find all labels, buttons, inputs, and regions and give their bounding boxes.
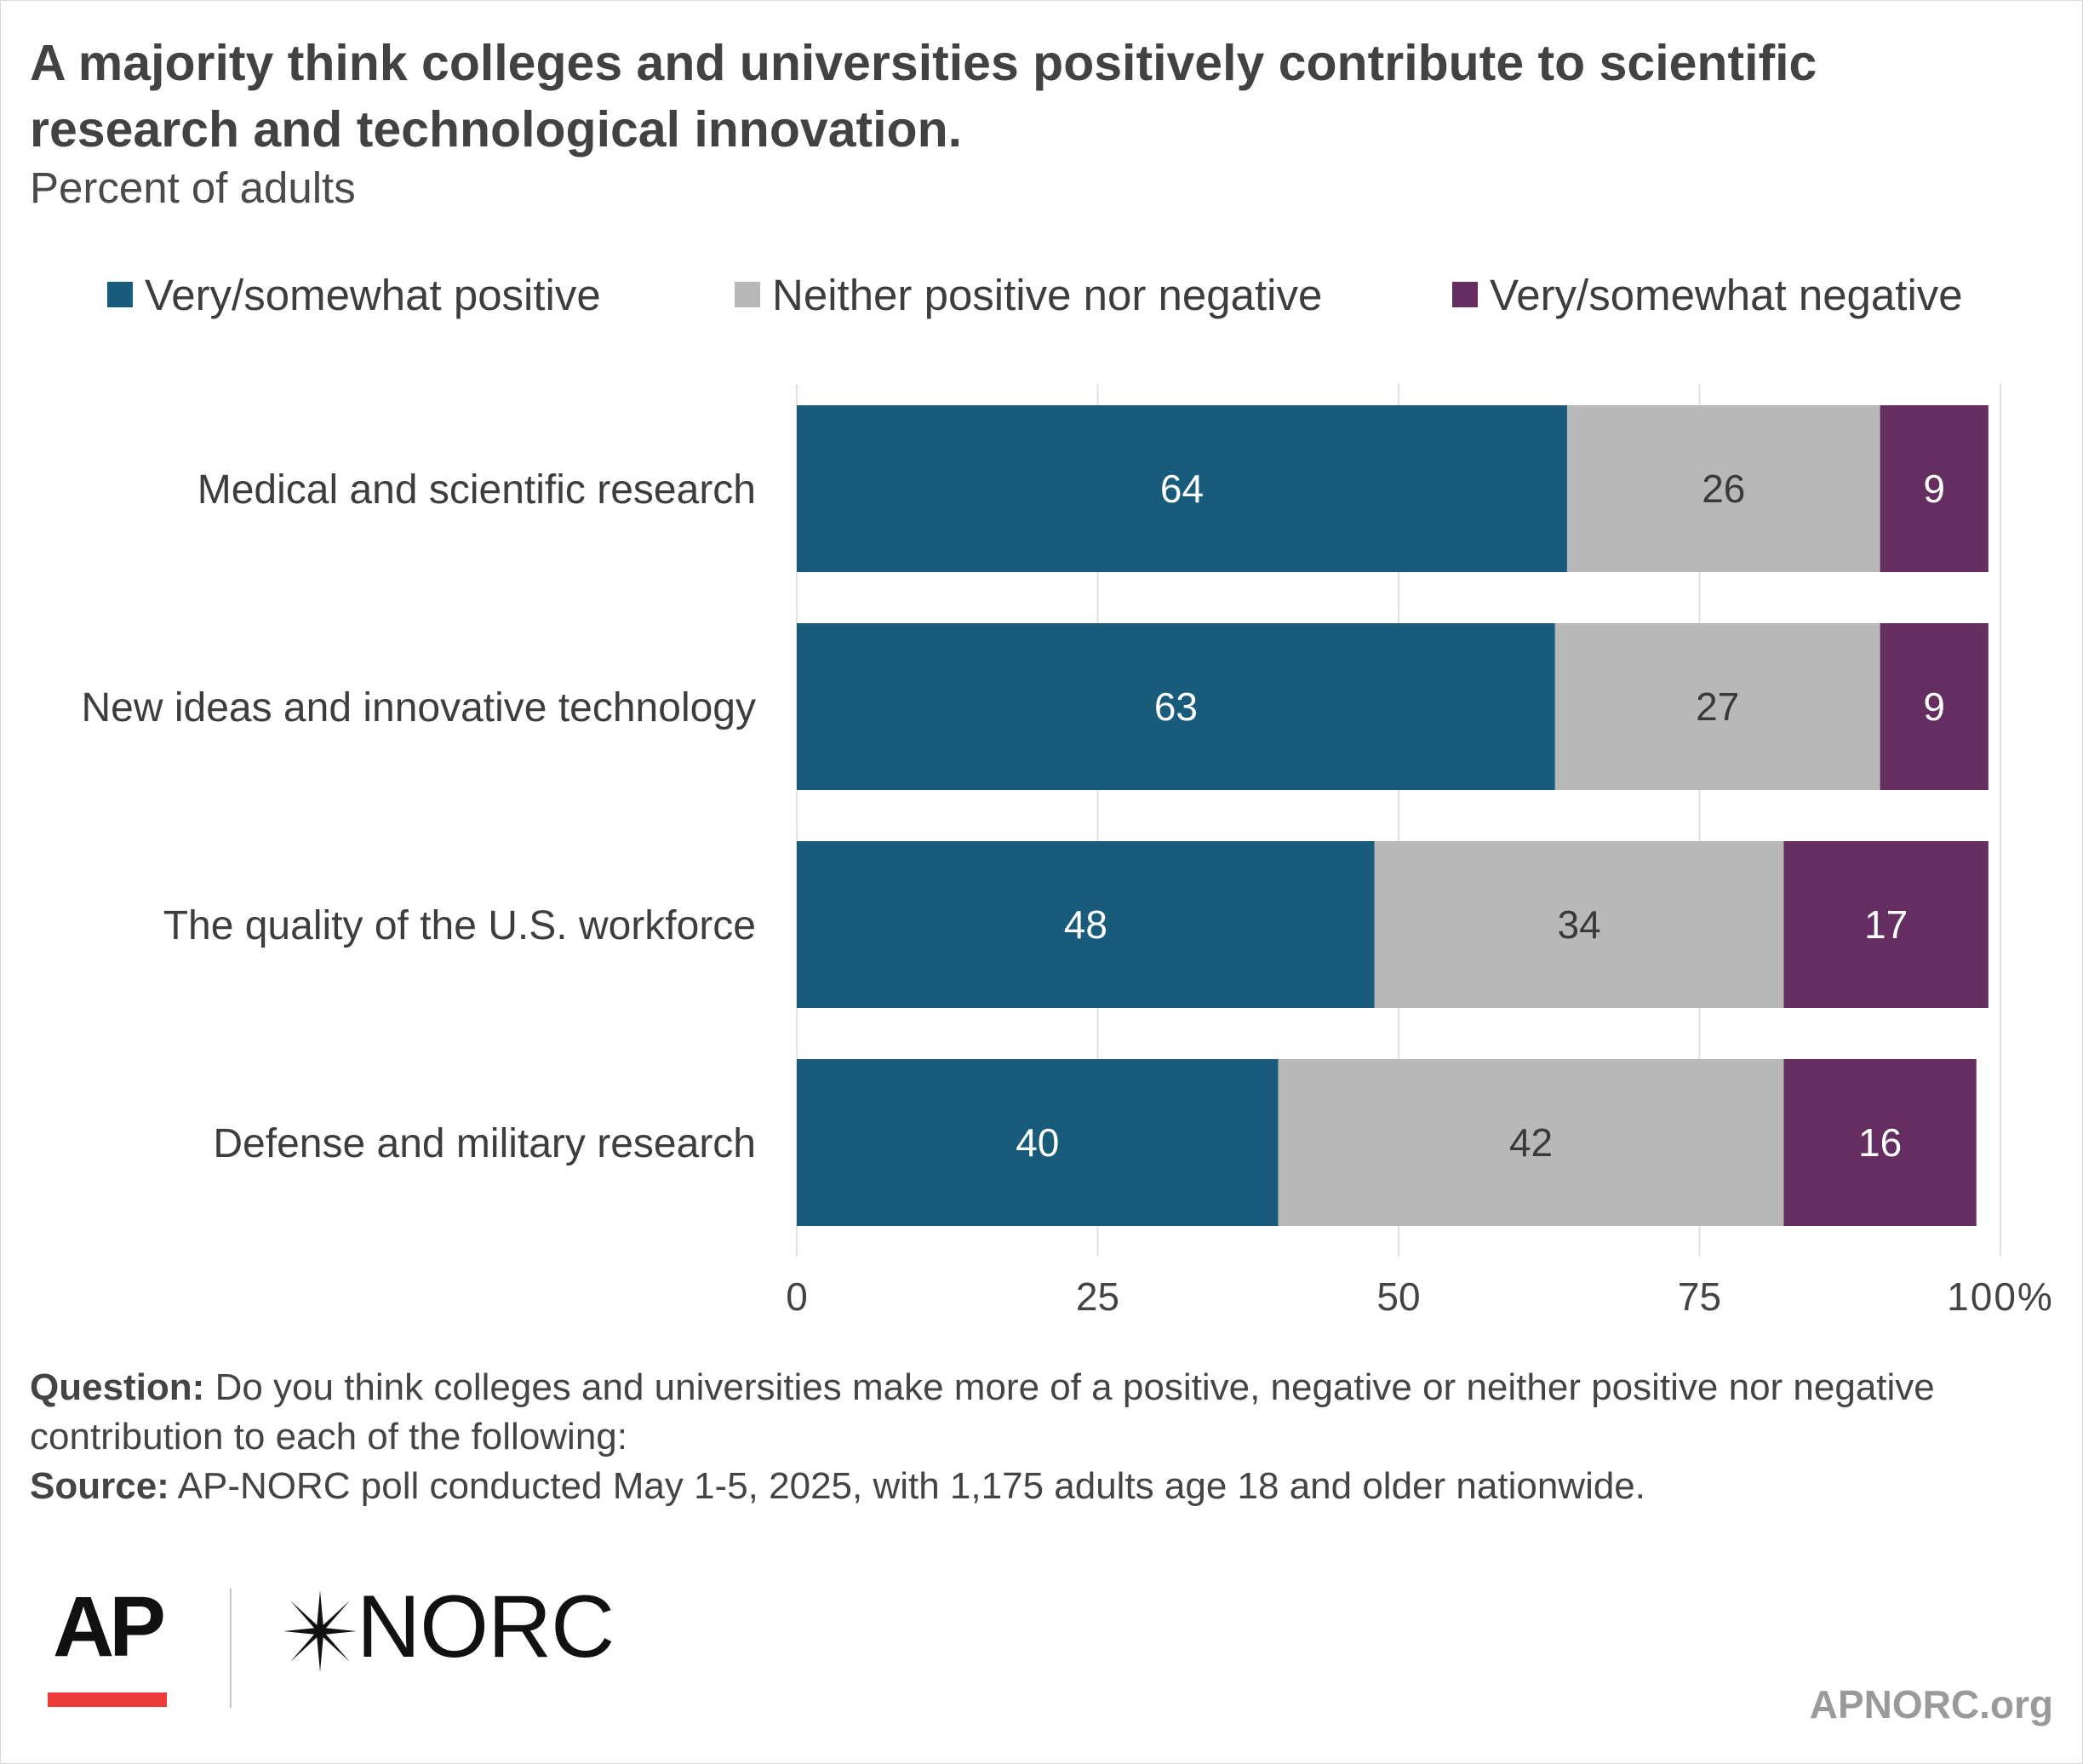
legend-item-neither: Neither positive nor negative	[735, 261, 1322, 329]
bar-segment	[797, 623, 1555, 790]
logo-divider	[230, 1589, 232, 1708]
legend-label-positive: Very/somewhat positive	[145, 270, 601, 319]
source-label: Source:	[30, 1465, 169, 1507]
category-label: New ideas and innovative technology	[81, 685, 756, 730]
data-label: 63	[1154, 684, 1198, 729]
legend-item-positive: Very/somewhat positive	[107, 261, 601, 329]
legend-swatch-positive	[107, 282, 133, 307]
bar-segment	[1783, 1059, 1977, 1226]
bar-segment	[1278, 1059, 1784, 1226]
bar-segment	[1554, 623, 1880, 790]
data-label: 27	[1696, 684, 1739, 729]
ap-logo: AP	[53, 1579, 166, 1675]
norc-star-icon	[283, 1590, 357, 1672]
legend: Very/somewhat positive Neither positive …	[1, 261, 2082, 329]
chart-subtitle: Percent of adults	[30, 163, 356, 212]
chart-title: A majority think colleges and universiti…	[30, 35, 1817, 158]
x-tick-label: 0	[786, 1274, 808, 1319]
legend-label-negative: Very/somewhat negative	[1490, 270, 1963, 319]
source-text: AP-NORC poll conducted May 1-5, 2025, wi…	[177, 1465, 1646, 1507]
data-label: 64	[1160, 467, 1204, 511]
source-note: Source: AP-NORC poll conducted May 1-5, …	[30, 1462, 2047, 1511]
stacked-bar-chart: 0 25 50 75 100% Medical and scientific resear…	[81, 384, 2054, 1319]
bar-segment	[797, 1059, 1279, 1226]
bar-segment	[1880, 623, 1989, 790]
category-label: Medical and scientific research	[197, 467, 756, 513]
legend-item-negative: Very/somewhat negative	[1452, 261, 1963, 329]
legend-label-neither: Neither positive nor negative	[772, 270, 1323, 319]
category-label: The quality of the U.S. workforce	[163, 903, 756, 948]
data-label: 16	[1858, 1120, 1902, 1165]
category-label: Defense and military research	[213, 1121, 756, 1166]
bar-segment	[1374, 841, 1784, 1008]
x-tick-label: 75	[1678, 1274, 1721, 1319]
x-tick-label: 50	[1376, 1274, 1420, 1319]
data-label: 48	[1064, 902, 1107, 947]
bar-segment	[797, 405, 1567, 572]
data-label: 40	[1016, 1120, 1059, 1165]
legend-swatch-neither	[735, 282, 760, 307]
question-note: Question: Do you think colleges and univ…	[30, 1363, 2047, 1462]
data-label: 42	[1509, 1120, 1553, 1165]
chart-footer: Question: Do you think colleges and univ…	[30, 1363, 2047, 1511]
bar-segment	[1566, 405, 1880, 572]
data-label: 34	[1558, 902, 1601, 947]
bar-segment	[797, 841, 1375, 1008]
norc-logo: NORC	[357, 1578, 615, 1676]
site-url: APNORC.org	[1809, 1682, 2053, 1727]
question-text: Do you think colleges and universities m…	[30, 1366, 1935, 1458]
x-tick-label: 100%	[1947, 1274, 2054, 1319]
data-label: 9	[1923, 684, 1945, 729]
logos: AP NORC	[48, 1580, 644, 1716]
x-tick-label: 25	[1076, 1274, 1119, 1319]
question-label: Question:	[30, 1366, 205, 1408]
data-label: 17	[1864, 902, 1908, 947]
bar-segment	[1783, 841, 1989, 1008]
data-label: 9	[1923, 467, 1945, 511]
ap-logo-bar	[48, 1692, 167, 1707]
bar-segment	[1880, 405, 1989, 572]
legend-swatch-negative	[1452, 282, 1478, 307]
data-label: 26	[1702, 467, 1745, 511]
